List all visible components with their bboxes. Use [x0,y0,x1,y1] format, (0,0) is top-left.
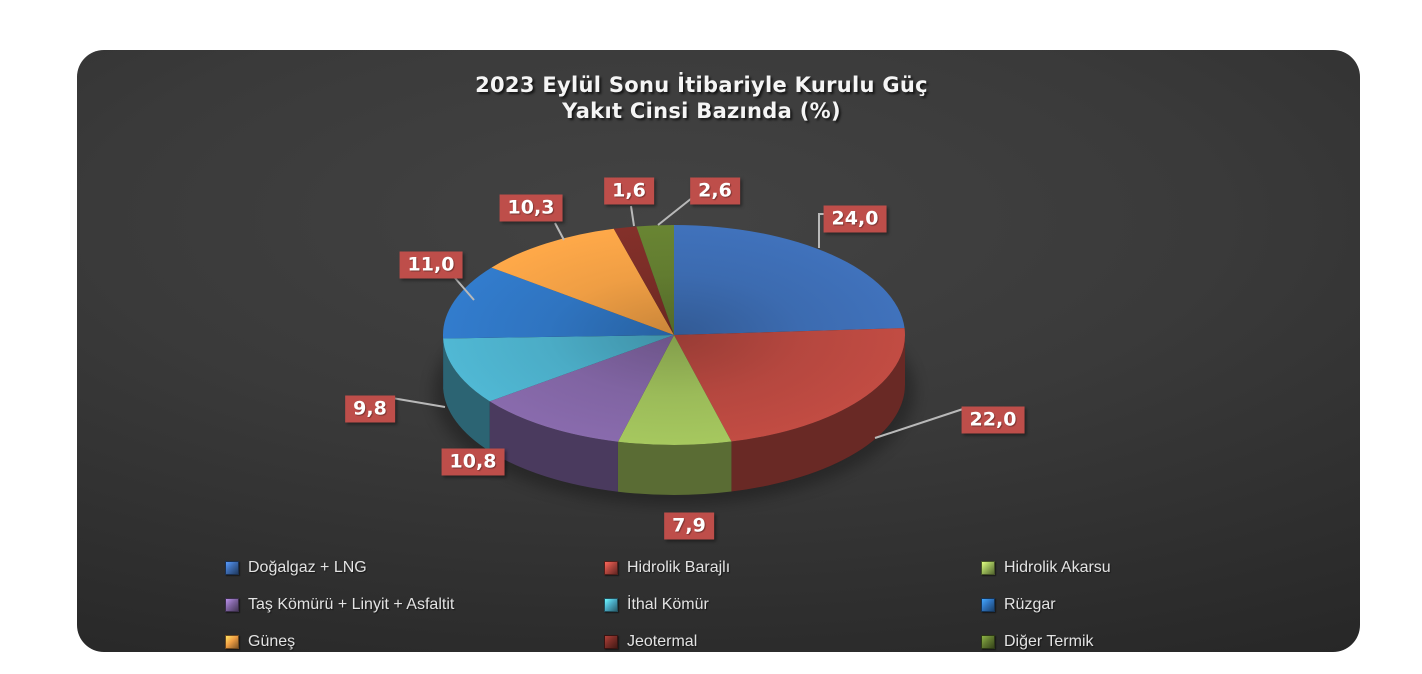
legend-item-diger-termik: Diğer Termik [981,633,1321,651]
data-label-gunes: 10,3 [499,194,563,222]
leader-line-jeotermal [630,205,635,227]
legend-label: Doğalgaz + LNG [248,558,367,576]
legend-label: Rüzgar [1004,595,1056,613]
legend-label: Hidrolik Akarsu [1004,558,1111,576]
data-label-ithal-komur: 9,8 [345,395,395,423]
pie-chart-3d [391,193,964,505]
pie-slice-ithal-komur-side [443,338,490,452]
ithal-komur-legend-marker-icon [604,597,618,612]
legend-item-tas-komuru-linyit-asfaltit: Taş Kömürü + Linyit + Asfaltit [225,596,604,614]
jeotermal-legend-marker-icon [604,634,618,649]
data-label-jeotermal: 1,6 [604,177,654,205]
legend-label: Taş Kömürü + Linyit + Asfaltit [248,595,455,613]
tas-komuru-linyit-asfaltit-legend-marker-icon [225,597,239,612]
chart-title-line1: 2023 Eylül Sonu İtibariyle Kurulu Güç [475,73,928,97]
chart-title-line2: Yakıt Cinsi Bazında (%) [562,99,841,123]
legend-item-hidrolik-akarsu: Hidrolik Akarsu [981,559,1321,577]
chart-card: 2023 Eylül Sonu İtibariyle Kurulu Güç Ya… [77,50,1360,652]
data-label-hidrolik-akarsu: 7,9 [664,512,714,540]
chart-legend: Doğalgaz + LNG Hidrolik Barajlı Hidrolik A… [225,549,1321,652]
ruzgar-legend-marker-icon [981,597,995,612]
legend-label: Jeotermal [627,632,698,650]
pie-slice-hidrolik-akarsu [617,335,732,445]
pie-slice-ithal-komur [443,335,674,402]
data-label-diger-termik: 2,6 [690,177,740,205]
legend-item-ruzgar: Rüzgar [981,596,1321,614]
diger-termik-legend-marker-icon [981,634,995,649]
pie-slice-hidrolik-akarsu-side [617,441,732,495]
dogalgaz-lng-legend-marker-icon [225,560,239,575]
legend-item-jeotermal: Jeotermal [604,633,981,651]
leader-line-gunes [554,222,565,241]
leader-line-ithal-komur [391,397,446,408]
legend-item-hidrolik-barajli: Hidrolik Barajlı [604,559,981,577]
legend-label: Diğer Termik [1004,632,1094,650]
pie-slice-dogalgaz-lng [674,225,905,335]
data-label-hidrolik-barajli: 22,0 [961,406,1025,434]
legend-item-ithal-komur: İthal Kömür [604,596,981,614]
leader-line-ruzgar [454,277,475,301]
chart-title: 2023 Eylül Sonu İtibariyle Kurulu Güç Ya… [77,72,1326,124]
legend-label: Hidrolik Barajlı [627,558,731,576]
pie-slice-jeotermal [613,226,674,335]
pie-slice-hidrolik-barajli-side [731,335,905,492]
legend-item-dogalgaz-lng: Doğalgaz + LNG [225,559,604,577]
pie-slice-tas-komuru-linyit-asfaltit-side [489,401,618,492]
hidrolik-barajli-legend-marker-icon [604,560,618,575]
legend-label: Güneş [248,632,296,650]
legend-item-gunes: Güneş [225,633,604,651]
pie-slice-diger-termik [636,225,674,335]
data-label-ruzgar: 11,0 [399,251,463,279]
legend-label: İthal Kömür [627,595,709,613]
pie-slice-gunes [491,228,674,335]
hidrolik-akarsu-legend-marker-icon [981,560,995,575]
data-label-dogalgaz-lng: 24,0 [823,205,887,233]
gunes-legend-marker-icon [225,634,239,649]
pie-slice-hidrolik-barajli [674,328,905,442]
data-label-tas-komuru-linyit-asfaltit: 10,8 [441,448,505,476]
pie-slice-ruzgar [442,267,674,339]
leader-line-hidrolik-barajli [874,408,964,439]
pie-slice-tas-komuru-linyit-asfaltit [489,335,674,442]
